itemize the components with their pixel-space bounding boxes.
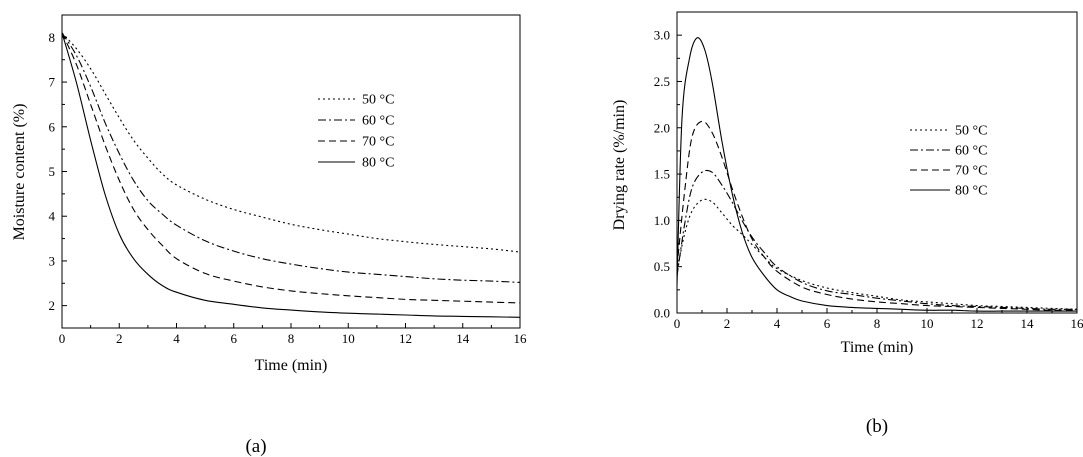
legend-label: 50 °C bbox=[362, 93, 394, 108]
x-tick-label: 12 bbox=[971, 316, 984, 331]
panel-label-b: (b) bbox=[866, 416, 888, 437]
x-axis-ticks-a: 0 2 4 6 8 10 12 14 16 bbox=[59, 323, 527, 346]
y-axis-ticks-b: 0.0 0.5 1.0 1.5 2.0 2.5 3.0 bbox=[654, 28, 682, 321]
x-tick-label: 0 bbox=[59, 331, 66, 346]
y-tick-label: 0.0 bbox=[654, 306, 670, 321]
y-tick-label: 1.0 bbox=[654, 213, 670, 228]
y-tick-label: 4 bbox=[49, 209, 56, 224]
series-line-a-1 bbox=[61, 32, 521, 283]
series-line-a-2 bbox=[61, 32, 521, 304]
y-tick-label: 3 bbox=[49, 253, 56, 268]
series-line-b-3 bbox=[676, 37, 1077, 312]
legend-label: 80 °C bbox=[362, 156, 394, 171]
y-tick-label: 7 bbox=[49, 75, 56, 90]
chart-panel-a: 0 2 4 6 8 10 12 14 16 2 3 4 5 6 7 8 Time (min) Moistur… bbox=[11, 14, 527, 457]
y-tick-label: 2 bbox=[49, 298, 56, 313]
series-line-b-2 bbox=[676, 120, 1078, 311]
x-tick-label: 6 bbox=[824, 316, 831, 331]
plot-frame-a bbox=[61, 14, 521, 329]
plot-frame-b bbox=[676, 11, 1078, 314]
series-line-b-1 bbox=[676, 169, 1078, 310]
x-tick-label: 4 bbox=[774, 316, 781, 331]
x-tick-label: 0 bbox=[674, 316, 681, 331]
x-tick-label: 2 bbox=[116, 331, 123, 346]
legend-label: 50 °C bbox=[955, 124, 987, 139]
x-axis-label-a: Time (min) bbox=[255, 357, 328, 374]
y-tick-label: 2.0 bbox=[654, 120, 670, 135]
y-tick-label: 1.5 bbox=[654, 167, 670, 182]
chart-panel-b: 0 2 4 6 8 10 12 14 16 0.0 0.5 1.0 1.5 2.0 2.5 3.0 Time… bbox=[611, 11, 1083, 437]
x-tick-label: 2 bbox=[724, 316, 731, 331]
legend-label: 60 °C bbox=[955, 144, 987, 159]
y-tick-label: 5 bbox=[49, 164, 56, 179]
plot-area-a bbox=[61, 32, 521, 318]
x-axis-label-b: Time (min) bbox=[841, 339, 914, 356]
x-tick-label: 6 bbox=[231, 331, 238, 346]
panel-label-a: (a) bbox=[245, 436, 266, 457]
y-axis-label-b: Drying rate (%/min) bbox=[611, 100, 628, 231]
y-tick-label: 8 bbox=[49, 30, 56, 45]
legend-label: 80 °C bbox=[955, 184, 987, 199]
x-tick-label: 16 bbox=[1071, 316, 1083, 331]
legend-b: 50 °C 60 °C 70 °C 80 °C bbox=[910, 124, 987, 199]
legend-label: 60 °C bbox=[362, 114, 394, 129]
x-tick-label: 12 bbox=[399, 331, 412, 346]
x-tick-label: 14 bbox=[456, 331, 470, 346]
legend-a: 50 °C 60 °C 70 °C 80 °C bbox=[318, 93, 394, 171]
legend-label: 70 °C bbox=[955, 164, 987, 179]
x-tick-label: 4 bbox=[173, 331, 180, 346]
y-tick-label: 6 bbox=[49, 119, 56, 134]
y-tick-label: 0.5 bbox=[654, 259, 670, 274]
y-axis-label-a: Moisture content (%) bbox=[11, 104, 28, 241]
series-line-a-3 bbox=[61, 32, 521, 318]
x-tick-label: 16 bbox=[514, 331, 528, 346]
x-tick-label: 8 bbox=[288, 331, 295, 346]
series-line-a-0 bbox=[61, 32, 521, 253]
x-tick-label: 10 bbox=[342, 331, 355, 346]
y-tick-label: 3.0 bbox=[654, 28, 670, 43]
y-axis-ticks-a: 2 3 4 5 6 7 8 bbox=[49, 30, 67, 313]
series-line-b-0 bbox=[676, 198, 1078, 310]
x-tick-label: 8 bbox=[874, 316, 881, 331]
x-tick-label: 14 bbox=[1021, 316, 1035, 331]
x-axis-ticks-b: 0 2 4 6 8 10 12 14 16 bbox=[674, 308, 1083, 331]
x-tick-label: 10 bbox=[921, 316, 934, 331]
legend-label: 70 °C bbox=[362, 135, 394, 150]
plot-area-b bbox=[676, 37, 1078, 312]
y-tick-label: 2.5 bbox=[654, 74, 670, 89]
